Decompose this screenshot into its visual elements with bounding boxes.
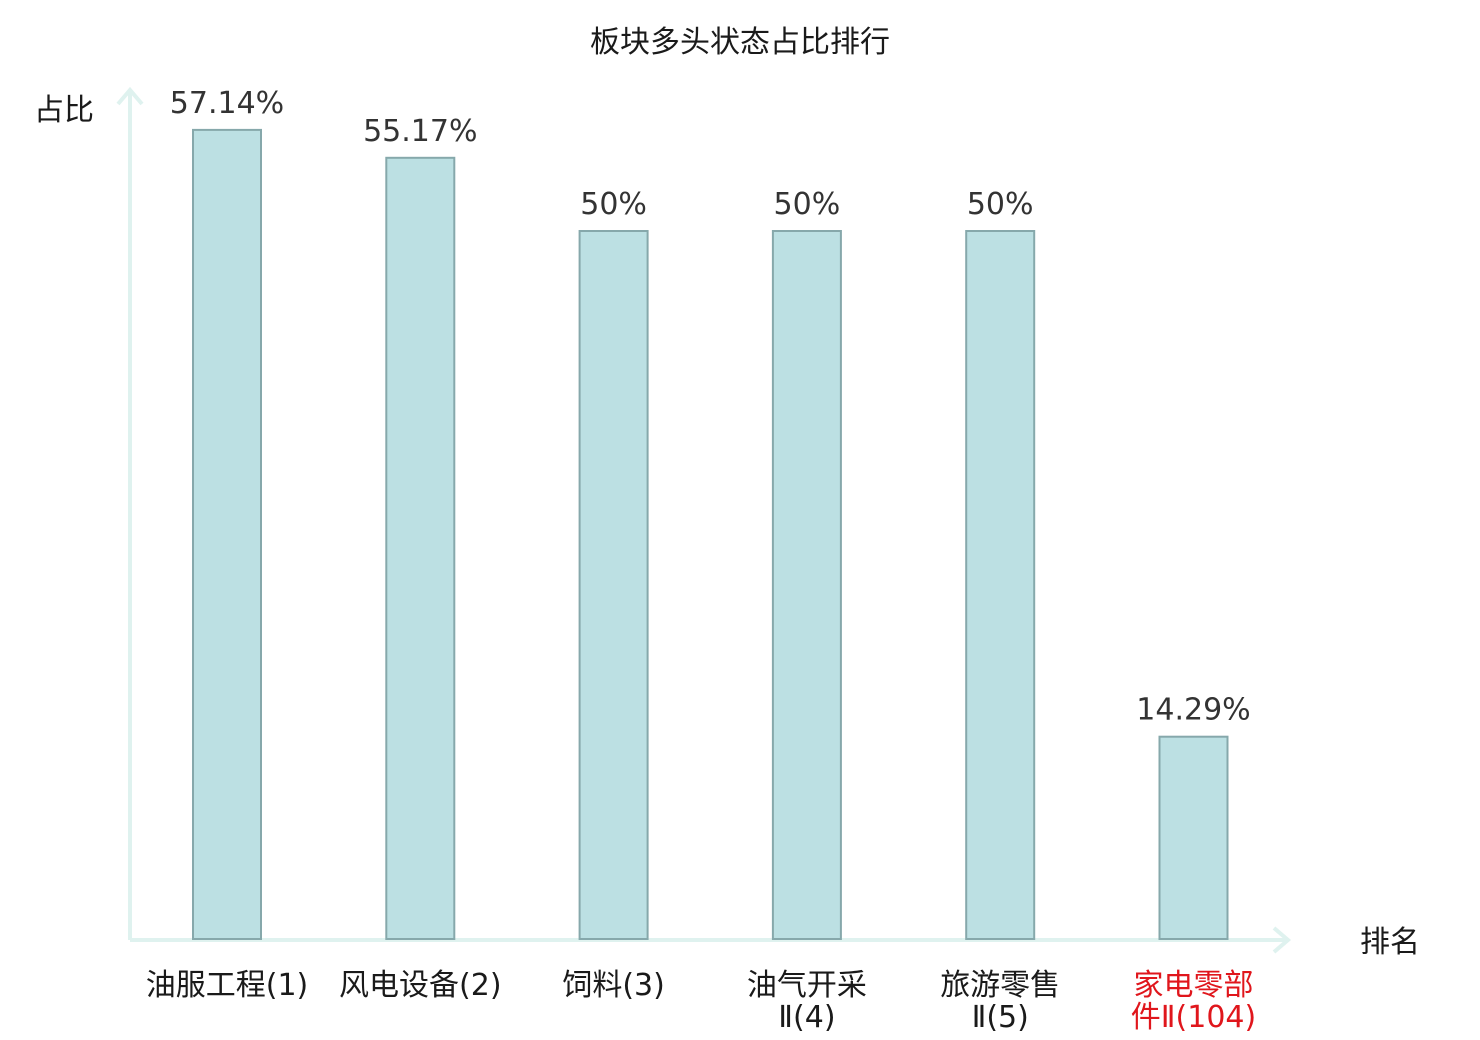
bar-value-label: 57.14% [170, 86, 284, 121]
y-axis-arrow-icon [116, 86, 144, 106]
x-tick-label: 饲料(3) [562, 968, 665, 1003]
bar [385, 156, 456, 941]
bar-value-label: 50% [967, 187, 1034, 222]
bar-value-label: 50% [774, 187, 841, 222]
bar-value-label: 50% [580, 187, 647, 222]
x-tick-label: 家电零部 [1134, 968, 1254, 1003]
bar-value-label: 14.29% [1136, 693, 1250, 728]
x-axis-arrow-icon [1272, 926, 1292, 954]
x-axis-label: 排名 [1360, 925, 1420, 960]
y-axis-label: 占比 [34, 93, 94, 128]
bar [965, 230, 1036, 940]
value-labels-group: 57.14% 55.17% 50% 50% 50% 14.29% [170, 86, 1251, 728]
bar-value-label: 55.17% [363, 114, 477, 149]
bar [578, 230, 649, 940]
x-tick-label: 油气开采 [747, 968, 867, 1003]
bars-group [192, 128, 1229, 941]
bar [771, 230, 842, 940]
x-tick-label: 旅游零售 [940, 968, 1060, 1003]
x-tick-label: 件Ⅱ(104) [1131, 1000, 1256, 1035]
x-tick-label: Ⅱ(4) [778, 1000, 835, 1035]
x-tick-label: 风电设备(2) [339, 968, 502, 1003]
chart-title: 板块多头状态占比排行 [590, 25, 890, 60]
bar [1158, 735, 1229, 941]
x-tick-label: 油服工程(1) [146, 968, 309, 1003]
x-tick-label: Ⅱ(5) [972, 1000, 1029, 1035]
bar [192, 128, 262, 940]
